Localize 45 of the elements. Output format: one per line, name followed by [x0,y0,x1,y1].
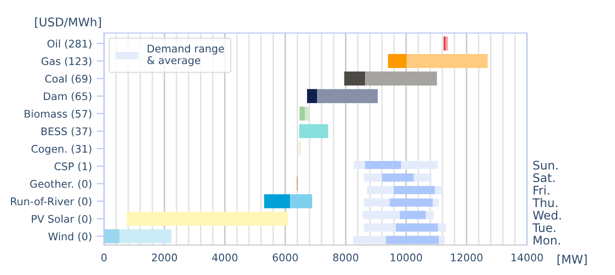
y-tick-label: CSP (1) [54,162,92,172]
bar [307,89,318,104]
bar [344,72,366,86]
y-tick-label: Wind (0) [48,232,92,242]
x-axis-title: [MW] [558,254,587,266]
bar [406,54,488,68]
bar [317,89,378,104]
bar [388,54,407,68]
bar [126,212,288,226]
y-tick-label: Biomass (57) [24,110,92,119]
y-tick-label: PV Solar (0) [32,214,92,224]
y-tick-label: Oil (281) [47,40,92,49]
x-tick-label: 6000 [272,254,298,262]
legend-label: Demand range & average [147,44,224,66]
y-tick-label: Geother. (0) [30,180,92,190]
y-tick-label: Dam (65) [44,92,92,102]
bar [264,194,290,208]
x-tick-label: 8000 [333,254,358,262]
bar [290,194,312,208]
x-tick-label: 4000 [212,254,238,262]
x-tick-label: 12000 [451,254,482,262]
y-tick-label: Thu. [532,198,558,208]
y-tick-label: Run-of-River (0) [11,197,92,207]
bar [299,106,305,121]
y-tick-label: Wed. [532,210,561,220]
y-tick-label: Tue. [532,223,556,232]
y-tick-label: Gas (123) [42,57,92,66]
bar [304,106,310,121]
y-tick-label: Coal (69) [45,74,92,84]
y-tick-label: Sat. [533,173,554,182]
x-tick-label: 14000 [512,254,543,262]
x-tick-label: 2000 [152,254,177,262]
bar [299,124,328,138]
y-tick-label: Mon. [534,236,560,245]
bar [365,72,437,86]
y-tick-label: Sun. [533,160,558,170]
y-tick-label: Cogen. (31) [32,144,92,155]
x-tick-label: 0 [101,254,107,262]
y-axis-title: [USD/MWh] [35,17,101,28]
y-tick-label: Fri. [534,186,550,194]
bar [104,229,120,244]
bar [120,229,172,244]
bar [445,36,448,51]
x-tick-label: 10000 [390,254,422,262]
y-tick-label: BESS (37) [42,127,92,136]
